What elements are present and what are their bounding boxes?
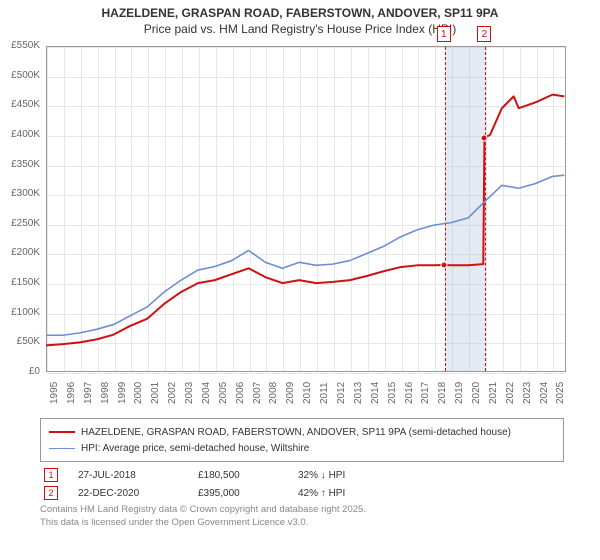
x-axis-label: 2006 (235, 382, 246, 404)
x-axis-label: 2012 (336, 382, 347, 404)
y-axis-label: £100K (0, 307, 40, 318)
x-axis-label: 1997 (83, 382, 94, 404)
x-axis-label: 2009 (285, 382, 296, 404)
legend-item: HPI: Average price, semi-detached house,… (49, 440, 555, 456)
x-axis-label: 2024 (539, 382, 550, 404)
data-point-marker (481, 134, 488, 141)
attribution-line: This data is licensed under the Open Gov… (40, 517, 366, 530)
x-axis-label: 2005 (218, 382, 229, 404)
annotation-pct: 42% ↑ HPI (298, 488, 398, 499)
reference-marker: 2 (477, 26, 491, 42)
annotation-price: £395,000 (198, 488, 278, 499)
x-axis-label: 2004 (201, 382, 212, 404)
x-axis-label: 2011 (319, 382, 330, 404)
chart-area: £0 £50K £100K £150K £200K £250K £300K £350K £400… (0, 42, 600, 412)
legend: HAZELDENE, GRASPAN ROAD, FABERSTOWN, AND… (40, 418, 564, 462)
x-axis-label: 1999 (117, 382, 128, 404)
x-axis-label: 2017 (420, 382, 431, 404)
y-axis-label: £400K (0, 129, 40, 140)
x-axis-label: 2018 (437, 382, 448, 404)
x-axis-label: 1995 (49, 382, 60, 404)
annotation-pct: 32% ↓ HPI (298, 470, 398, 481)
x-axis-label: 2000 (133, 382, 144, 404)
legend-label: HAZELDENE, GRASPAN ROAD, FABERSTOWN, AND… (81, 427, 511, 438)
x-axis-label: 1996 (66, 382, 77, 404)
legend-swatch (49, 448, 75, 449)
chart-title-sub: Price paid vs. HM Land Registry's House … (8, 22, 592, 36)
x-axis-label: 2021 (488, 382, 499, 404)
y-axis-label: £0 (0, 366, 40, 377)
chart-title-main: HAZELDENE, GRASPAN ROAD, FABERSTOWN, AND… (8, 6, 592, 20)
reference-marker: 1 (437, 26, 451, 42)
x-axis-label: 2020 (471, 382, 482, 404)
annotation-row: 2 22-DEC-2020 £395,000 42% ↑ HPI (40, 484, 564, 502)
legend-swatch (49, 431, 75, 433)
x-axis-label: 2019 (454, 382, 465, 404)
y-axis-label: £350K (0, 159, 40, 170)
y-axis-label: £300K (0, 188, 40, 199)
y-axis-label: £500K (0, 70, 40, 81)
x-axis-label: 2025 (555, 382, 566, 404)
chart-svg (0, 42, 576, 382)
x-axis-label: 2003 (184, 382, 195, 404)
x-axis-label: 2014 (370, 382, 381, 404)
annotation-marker: 1 (44, 468, 58, 482)
annotation-table: 1 27-JUL-2018 £180,500 32% ↓ HPI 2 22-DE… (40, 462, 564, 506)
x-axis-label: 2015 (387, 382, 398, 404)
x-axis-label: 2016 (404, 382, 415, 404)
x-axis-label: 2008 (268, 382, 279, 404)
legend-label: HPI: Average price, semi-detached house,… (81, 443, 309, 454)
y-axis-label: £450K (0, 99, 40, 110)
annotation-row: 1 27-JUL-2018 £180,500 32% ↓ HPI (40, 466, 564, 484)
x-axis-label: 2001 (150, 382, 161, 404)
legend-item: HAZELDENE, GRASPAN ROAD, FABERSTOWN, AND… (49, 424, 555, 440)
x-axis-label: 2013 (353, 382, 364, 404)
y-axis-label: £50K (0, 336, 40, 347)
annotation-date: 27-JUL-2018 (78, 470, 178, 481)
x-axis-label: 2007 (252, 382, 263, 404)
annotation-marker: 2 (44, 486, 58, 500)
y-axis-label: £200K (0, 247, 40, 258)
x-axis-label: 1998 (100, 382, 111, 404)
chart-container: HAZELDENE, GRASPAN ROAD, FABERSTOWN, AND… (0, 0, 600, 560)
attribution-text: Contains HM Land Registry data © Crown c… (40, 504, 366, 530)
attribution-line: Contains HM Land Registry data © Crown c… (40, 504, 366, 517)
x-axis-label: 2023 (522, 382, 533, 404)
y-axis-label: £150K (0, 277, 40, 288)
y-axis-label: £550K (0, 40, 40, 51)
x-axis-label: 2022 (505, 382, 516, 404)
x-axis-label: 2002 (167, 382, 178, 404)
x-axis-label: 2010 (302, 382, 313, 404)
annotation-price: £180,500 (198, 470, 278, 481)
data-point-marker (440, 262, 447, 269)
annotation-date: 22-DEC-2020 (78, 488, 178, 499)
y-axis-label: £250K (0, 218, 40, 229)
chart-titles: HAZELDENE, GRASPAN ROAD, FABERSTOWN, AND… (0, 0, 600, 38)
